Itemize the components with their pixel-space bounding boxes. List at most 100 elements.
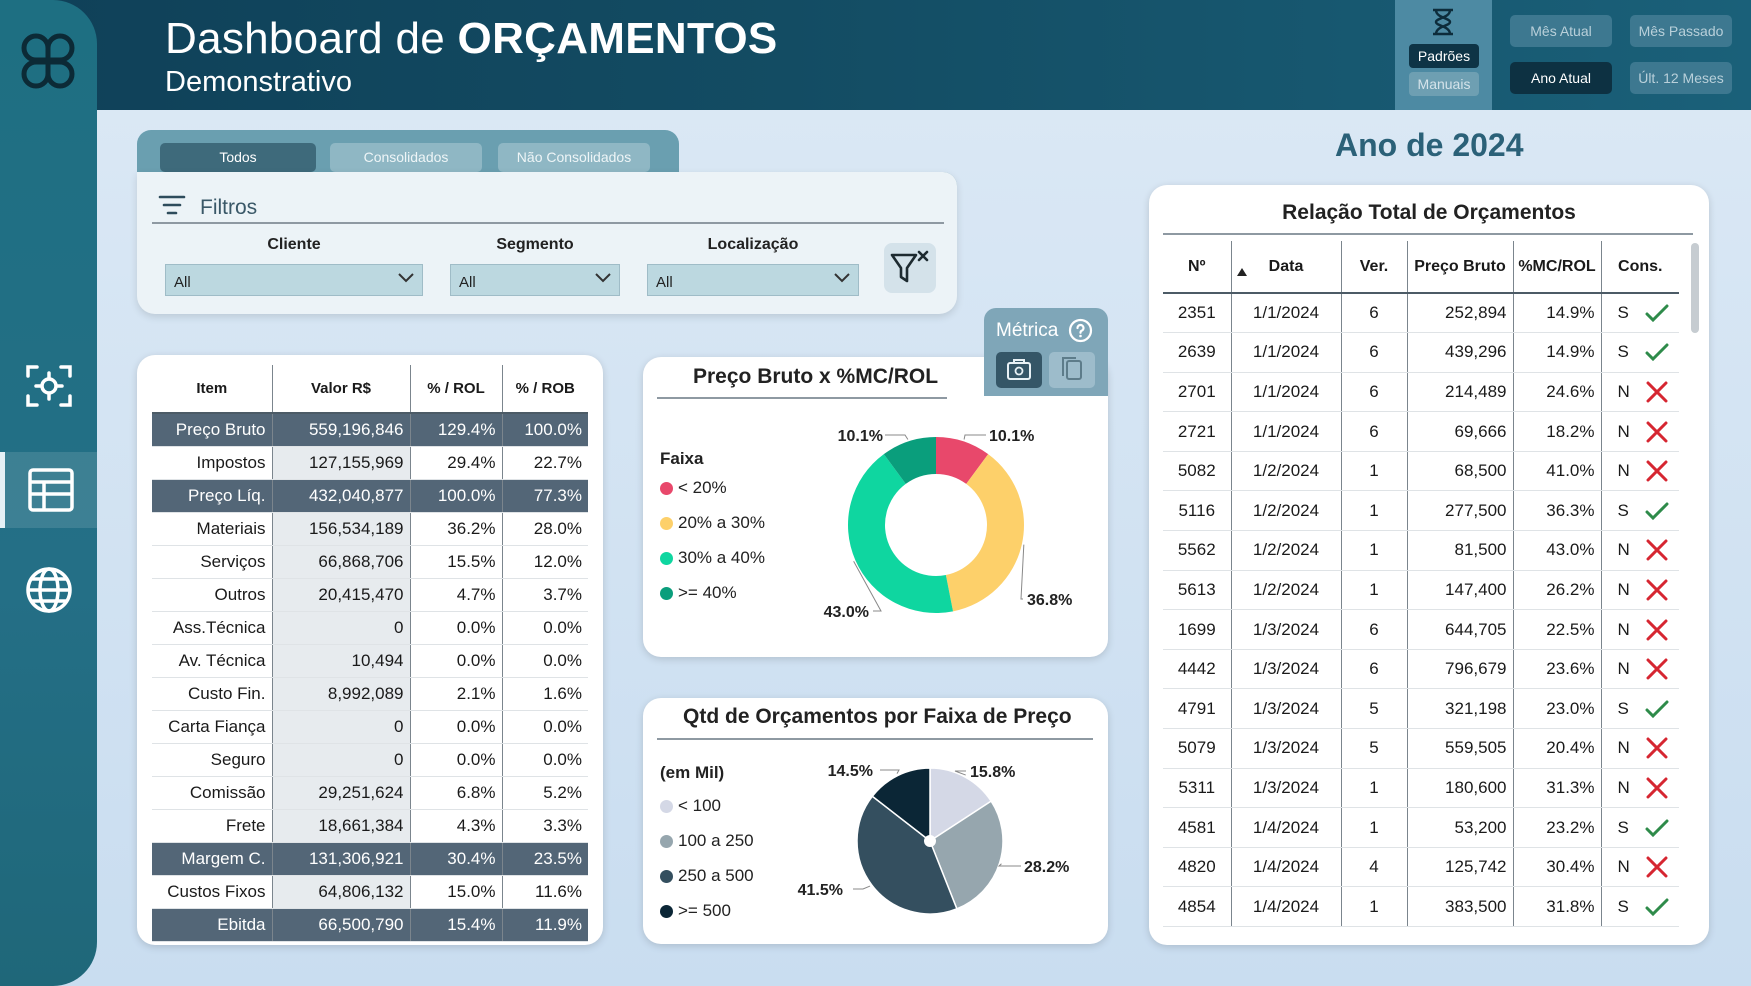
segmento-dropdown[interactable]: All <box>450 264 620 296</box>
table-row[interactable]: 1699 1/3/2024 6 644,705 22.5% N <box>1163 609 1679 650</box>
table-row[interactable]: Seguro 0 0.0% 0.0% <box>152 743 588 777</box>
row-numero: 5079 <box>1163 728 1231 769</box>
tab-nao-consolidados[interactable]: Não Consolidados <box>498 143 650 172</box>
col-header-numero[interactable]: Nº <box>1163 241 1231 294</box>
donut-legend-item[interactable]: 30% a 40% <box>660 548 765 568</box>
row-cons: N <box>1600 609 1679 650</box>
pie-data-label: 28.2% <box>1024 859 1069 876</box>
pie-slice[interactable] <box>929 800 1004 910</box>
table-row[interactable]: 2639 1/1/2024 6 439,296 14.9% S <box>1163 332 1679 373</box>
mes-atual-button[interactable]: Mês Atual <box>1510 15 1612 47</box>
table-row[interactable]: 5562 1/2/2024 1 81,500 43.0% N <box>1163 530 1679 571</box>
dre-summary-table: Item Valor R$ % / ROL % / ROB Preço Brut… <box>152 365 588 942</box>
row-valor: 18,661,384 <box>271 809 410 843</box>
metric-count-button[interactable] <box>1049 352 1095 388</box>
col-header-rol[interactable]: % / ROL <box>409 365 502 414</box>
table-row[interactable]: 5116 1/2/2024 1 277,500 36.3% S <box>1163 490 1679 532</box>
col-header-preco-bruto[interactable]: Preço Bruto <box>1406 241 1513 294</box>
metric-money-button[interactable] <box>996 352 1042 388</box>
row-cons: N <box>1600 570 1679 611</box>
donut-slice[interactable] <box>848 454 954 613</box>
localizacao-dropdown[interactable]: All <box>647 264 859 296</box>
table-row[interactable]: 2721 1/1/2024 6 69,666 18.2% N <box>1163 411 1679 452</box>
row-numero: 5082 <box>1163 451 1231 492</box>
ult-12-meses-button[interactable]: Últ. 12 Meses <box>1630 62 1732 94</box>
row-numero: 2351 <box>1163 293 1231 334</box>
manuais-button[interactable]: Manuais <box>1409 72 1479 96</box>
cliente-dropdown[interactable]: All <box>165 264 423 296</box>
table-row[interactable]: Serviços 66,868,706 15.5% 12.0% <box>152 545 588 579</box>
cons-flag: N <box>1617 540 1630 560</box>
table-row[interactable]: Outros 20,415,470 4.7% 3.7% <box>152 578 588 612</box>
tab-todos[interactable]: Todos <box>160 143 316 172</box>
check-icon <box>1645 700 1669 718</box>
donut-slice[interactable] <box>945 454 1024 612</box>
donut-legend-item[interactable]: >= 40% <box>660 583 737 603</box>
pie-legend-item[interactable]: 100 a 250 <box>660 831 754 851</box>
table-row[interactable]: Margem C. 131,306,921 30.4% 23.5% <box>152 842 588 876</box>
col-header-versao[interactable]: Ver. <box>1340 241 1407 294</box>
mes-passado-button[interactable]: Mês Passado <box>1630 15 1732 47</box>
padroes-button[interactable]: Padrões <box>1409 44 1479 68</box>
table-row[interactable]: 4854 1/4/2024 1 383,500 31.8% S <box>1163 886 1679 927</box>
pie-slice[interactable] <box>856 795 958 915</box>
col-header-rob[interactable]: % / ROB <box>501 365 588 414</box>
table-row[interactable]: Carta Fiança 0 0.0% 0.0% <box>152 710 588 744</box>
col-header-mc-rol[interactable]: %MC/ROL <box>1512 241 1601 294</box>
table-row[interactable]: 5613 1/2/2024 1 147,400 26.2% N <box>1163 570 1679 611</box>
localizacao-value: All <box>656 274 673 291</box>
help-icon[interactable] <box>1068 318 1093 343</box>
table-row[interactable]: 2351 1/1/2024 6 252,894 14.9% S <box>1163 293 1679 334</box>
row-versao: 6 <box>1340 649 1407 690</box>
pie-slice[interactable] <box>929 767 993 843</box>
table-row[interactable]: 4791 1/3/2024 5 321,198 23.0% S <box>1163 688 1679 730</box>
pie-slice[interactable] <box>871 767 931 843</box>
table-row[interactable]: Av. Técnica 10,494 0.0% 0.0% <box>152 644 588 678</box>
row-preco-bruto: 214,489 <box>1406 372 1513 413</box>
donut-slice[interactable] <box>883 437 936 484</box>
cons-cell: N <box>1608 381 1674 403</box>
table-row[interactable]: Materiais 156,534,189 36.2% 28.0% <box>152 512 588 546</box>
sidebar-item-scan[interactable] <box>0 348 97 424</box>
table-row[interactable]: 4581 1/4/2024 1 53,200 23.2% S <box>1163 807 1679 848</box>
donut-legend-item[interactable]: < 20% <box>660 478 727 498</box>
pie-legend-item[interactable]: >= 500 <box>660 901 731 921</box>
table-row[interactable]: 2701 1/1/2024 6 214,489 24.6% N <box>1163 372 1679 413</box>
table-row[interactable]: Custos Fixos 64,806,132 15.0% 11.6% <box>152 875 588 909</box>
table-row[interactable]: 5082 1/2/2024 1 68,500 41.0% N <box>1163 451 1679 492</box>
table-row[interactable]: Custo Fin. 8,992,089 2.1% 1.6% <box>152 677 588 711</box>
table-row[interactable]: 4442 1/3/2024 6 796,679 23.6% N <box>1163 649 1679 690</box>
table-row[interactable]: Impostos 127,155,969 29.4% 22.7% <box>152 446 588 480</box>
donut-legend-item[interactable]: 20% a 30% <box>660 513 765 533</box>
col-header-item[interactable]: Item <box>152 365 272 414</box>
dre-summary-card: Item Valor R$ % / ROL % / ROB Preço Brut… <box>137 355 603 945</box>
sidebar-item-globe[interactable] <box>0 552 97 628</box>
col-header-cons[interactable]: Cons. <box>1600 241 1679 294</box>
sidebar-item-table[interactable] <box>0 452 97 528</box>
cons-flag: N <box>1617 421 1630 441</box>
row-item-label: Custo Fin. <box>152 677 272 711</box>
donut-data-label: 10.1% <box>838 428 883 445</box>
pie-data-label: 14.5% <box>828 763 873 780</box>
row-preco-bruto: 252,894 <box>1406 293 1513 334</box>
cross-icon <box>1646 619 1668 641</box>
clear-filters-button[interactable] <box>884 243 936 293</box>
table-row[interactable]: 4820 1/4/2024 4 125,742 30.4% N <box>1163 847 1679 888</box>
table-row[interactable]: Preço Bruto 559,196,846 129.4% 100.0% <box>152 413 588 447</box>
table-row[interactable]: Frete 18,661,384 4.3% 3.3% <box>152 809 588 843</box>
table-row[interactable]: Preço Líq. 432,040,877 100.0% 77.3% <box>152 479 588 513</box>
table-row[interactable]: Ebitda 66,500,790 15.4% 11.9% <box>152 908 588 942</box>
table-scrollbar[interactable] <box>1691 243 1699 333</box>
sort-ascending-icon[interactable] <box>1237 268 1247 276</box>
pie-legend-item[interactable]: < 100 <box>660 796 721 816</box>
table-row[interactable]: 5311 1/3/2024 1 180,600 31.3% N <box>1163 768 1679 809</box>
table-row[interactable]: Ass.Técnica 0 0.0% 0.0% <box>152 611 588 645</box>
pie-legend-item[interactable]: 250 a 500 <box>660 866 754 886</box>
table-row[interactable]: 5079 1/3/2024 5 559,505 20.4% N <box>1163 728 1679 769</box>
donut-slice[interactable] <box>936 437 989 484</box>
tab-consolidados[interactable]: Consolidados <box>330 143 482 172</box>
col-header-valor[interactable]: Valor R$ <box>271 365 410 414</box>
col-header-data[interactable]: Data <box>1230 241 1341 294</box>
ano-atual-button[interactable]: Ano Atual <box>1510 62 1612 94</box>
table-row[interactable]: Comissão 29,251,624 6.8% 5.2% <box>152 776 588 810</box>
